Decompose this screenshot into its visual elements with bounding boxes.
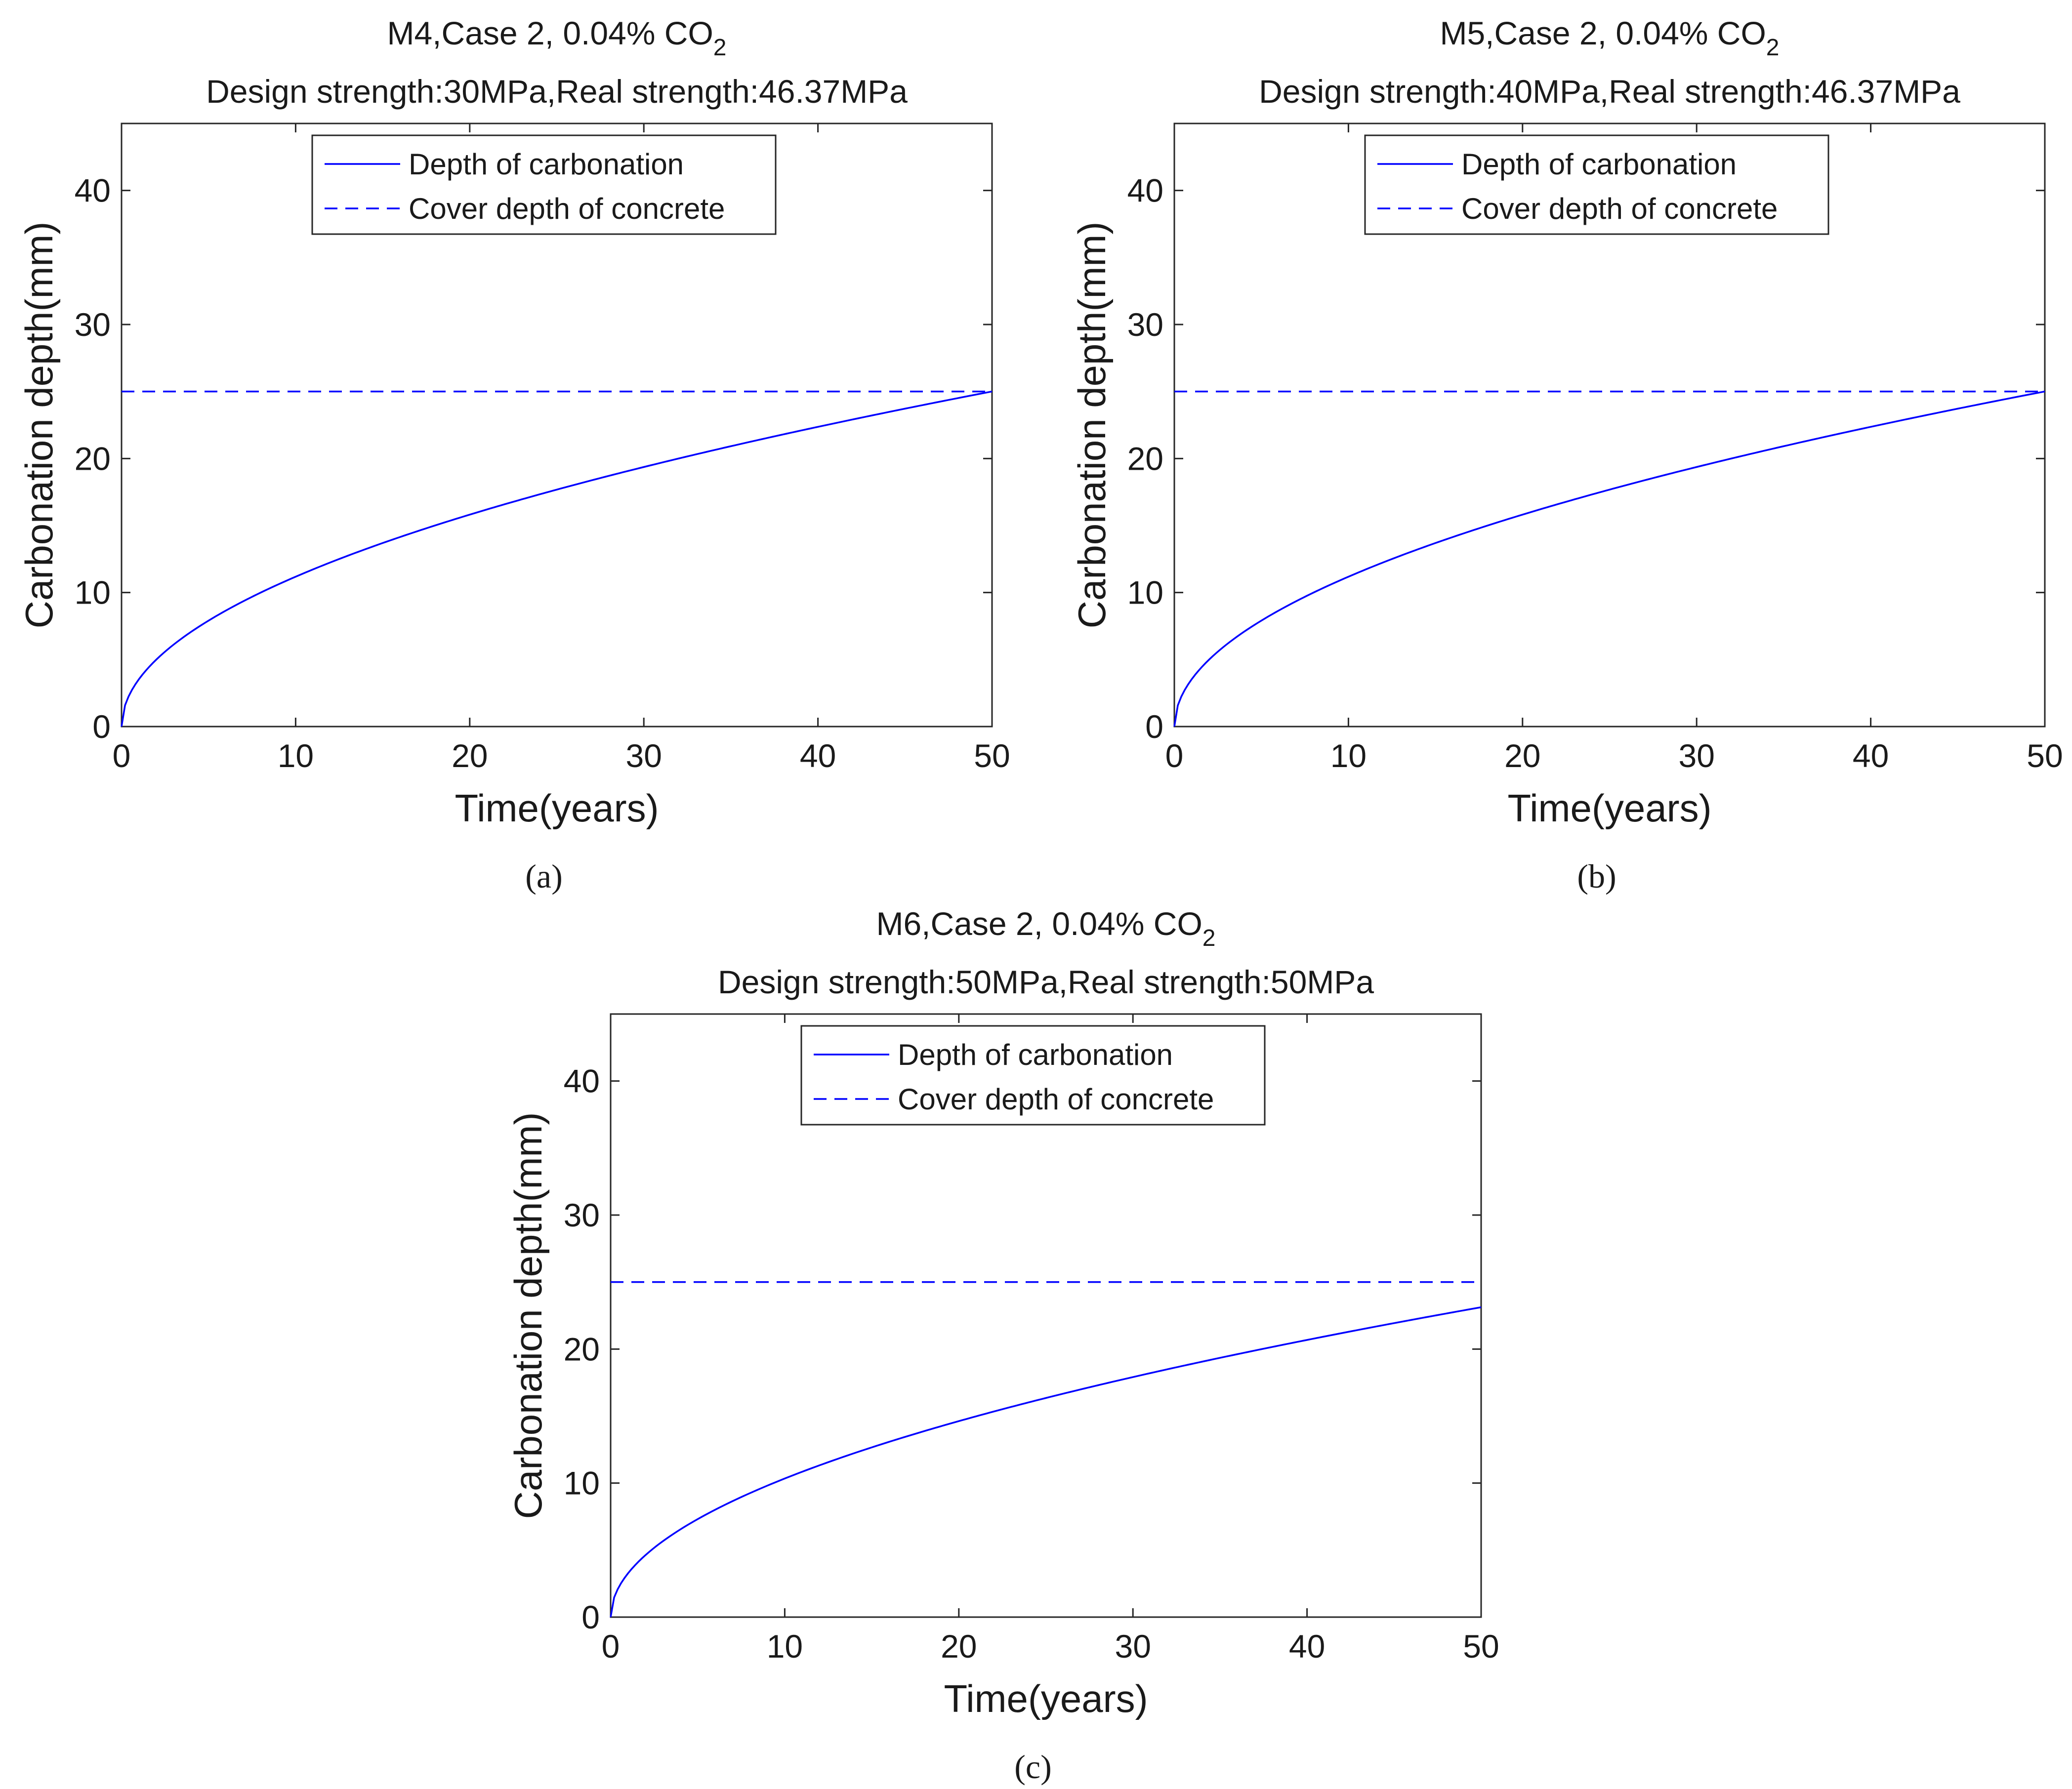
x-tick-label: 0 — [602, 1628, 620, 1665]
x-axis-label: Time(years) — [1507, 786, 1711, 830]
y-tick-label: 40 — [564, 1063, 600, 1099]
legend-entry: Depth of carbonation — [409, 148, 684, 181]
y-axis-label: Carbonation depth(mm) — [1070, 222, 1114, 629]
series-line-carbonation-depth — [1173, 390, 2045, 727]
x-tick-label: 0 — [1165, 737, 1184, 774]
chart-title-line2: Design strength:30MPa,Real strength:46.3… — [206, 73, 908, 110]
x-tick-label: 10 — [1330, 737, 1367, 774]
y-axis-label: Carbonation depth(mm) — [506, 1112, 550, 1519]
series-line-carbonation-depth — [610, 1306, 1482, 1618]
y-tick-label: 30 — [75, 306, 111, 343]
x-axis-label: Time(years) — [455, 786, 659, 830]
x-tick-label: 40 — [800, 737, 836, 774]
y-tick-label: 40 — [1127, 172, 1163, 209]
x-tick-label: 30 — [1678, 737, 1714, 774]
legend-entry: Depth of carbonation — [1461, 148, 1737, 181]
panel-label: (c) — [1014, 1748, 1051, 1786]
y-tick-label: 0 — [1145, 708, 1163, 745]
y-tick-label: 20 — [564, 1331, 600, 1367]
x-tick-label: 50 — [2027, 737, 2063, 774]
legend-entry: Depth of carbonation — [898, 1038, 1173, 1071]
x-tick-label: 50 — [974, 737, 1010, 774]
chart-title-line1: M4,Case 2, 0.04% CO2 — [387, 15, 727, 61]
legend-box — [1364, 134, 1829, 235]
x-tick-label: 20 — [1504, 737, 1540, 774]
panel-label: (a) — [525, 857, 562, 895]
plot-area-frame — [1173, 122, 2046, 728]
x-tick-label: 0 — [113, 737, 131, 774]
legend-entry: Cover depth of concrete — [898, 1083, 1214, 1116]
chart-title-line1: M6,Case 2, 0.04% CO2 — [876, 905, 1216, 951]
y-tick-label: 0 — [581, 1599, 600, 1635]
chart-panel-1: M4,Case 2, 0.04% CO2 Design strength:30MP… — [17, 15, 1010, 895]
legend: Depth of carbonation Cover depth of concr… — [311, 134, 777, 235]
x-tick-label: 20 — [452, 737, 488, 774]
y-tick-label: 30 — [1127, 306, 1163, 343]
y-tick-label: 10 — [1127, 574, 1163, 611]
chart-title-line2: Design strength:40MPa,Real strength:46.3… — [1259, 73, 1960, 110]
x-tick-label: 40 — [1853, 737, 1889, 774]
y-tick-label: 10 — [75, 574, 111, 611]
legend-entry: Cover depth of concrete — [409, 192, 725, 225]
x-tick-label: 30 — [1115, 1628, 1151, 1665]
y-tick-label: 20 — [75, 440, 111, 477]
x-tick-label: 10 — [767, 1628, 803, 1665]
chart-title-line1: M5,Case 2, 0.04% CO2 — [1440, 15, 1780, 61]
y-tick-label: 30 — [564, 1197, 600, 1233]
legend-entry: Cover depth of concrete — [1461, 192, 1778, 225]
x-tick-label: 50 — [1463, 1628, 1499, 1665]
y-axis-label: Carbonation depth(mm) — [17, 222, 61, 629]
x-axis-label: Time(years) — [944, 1677, 1148, 1720]
legend: Depth of carbonation Cover depth of concr… — [800, 1025, 1266, 1126]
x-tick-label: 40 — [1289, 1628, 1325, 1665]
x-tick-label: 20 — [941, 1628, 977, 1665]
panel-label: (b) — [1577, 857, 1616, 895]
plot-area-frame — [610, 1013, 1482, 1618]
legend-box — [800, 1025, 1266, 1126]
plot-area-frame — [121, 122, 993, 728]
chart-title-line2: Design strength:50MPa,Real strength:50MP… — [718, 964, 1374, 1000]
x-tick-label: 30 — [625, 737, 662, 774]
y-tick-label: 20 — [1127, 440, 1163, 477]
legend-box — [311, 134, 777, 235]
y-tick-label: 40 — [75, 172, 111, 209]
series-line-carbonation-depth — [121, 390, 993, 727]
y-tick-label: 10 — [564, 1465, 600, 1502]
legend: Depth of carbonation Cover depth of concr… — [1364, 134, 1829, 235]
chart-panel-3: M6,Case 2, 0.04% CO2 Design strength:50MP… — [506, 905, 1499, 1786]
x-tick-label: 10 — [278, 737, 314, 774]
chart-panel-2: M5,Case 2, 0.04% CO2 Design strength:40MP… — [1070, 15, 2063, 895]
y-tick-label: 0 — [92, 708, 111, 745]
